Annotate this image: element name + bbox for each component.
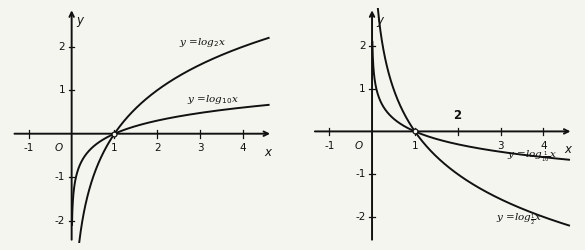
Text: -1: -1 bbox=[55, 172, 65, 182]
Text: 3: 3 bbox=[497, 141, 504, 151]
Text: -2: -2 bbox=[355, 212, 366, 222]
Text: y =log$_{2}$x: y =log$_{2}$x bbox=[178, 36, 226, 49]
Text: y =log$_{\frac{1}{2}}$x: y =log$_{\frac{1}{2}}$x bbox=[496, 211, 543, 227]
Text: 1: 1 bbox=[111, 143, 118, 153]
Text: -1: -1 bbox=[23, 143, 34, 153]
Text: 4: 4 bbox=[540, 141, 546, 151]
Text: -2: -2 bbox=[55, 216, 65, 226]
Text: 1: 1 bbox=[359, 84, 366, 94]
Text: x: x bbox=[264, 146, 271, 159]
Text: -1: -1 bbox=[355, 169, 366, 179]
Text: 1: 1 bbox=[412, 141, 418, 151]
Text: 3: 3 bbox=[197, 143, 204, 153]
Text: 2: 2 bbox=[154, 143, 161, 153]
Text: O: O bbox=[54, 143, 62, 153]
Text: y =log$_{10}$x: y =log$_{10}$x bbox=[187, 93, 239, 106]
Text: y: y bbox=[76, 14, 83, 27]
Text: -1: -1 bbox=[324, 141, 335, 151]
Text: 2: 2 bbox=[359, 41, 366, 51]
Text: 2: 2 bbox=[453, 109, 462, 122]
Text: y =log$_{\frac{1}{10}}$x: y =log$_{\frac{1}{10}}$x bbox=[507, 148, 557, 164]
Text: 2: 2 bbox=[58, 42, 65, 52]
Text: 4: 4 bbox=[240, 143, 246, 153]
Text: x: x bbox=[565, 143, 572, 156]
Text: O: O bbox=[355, 141, 363, 151]
Text: y: y bbox=[376, 14, 383, 27]
Text: 1: 1 bbox=[58, 85, 65, 95]
